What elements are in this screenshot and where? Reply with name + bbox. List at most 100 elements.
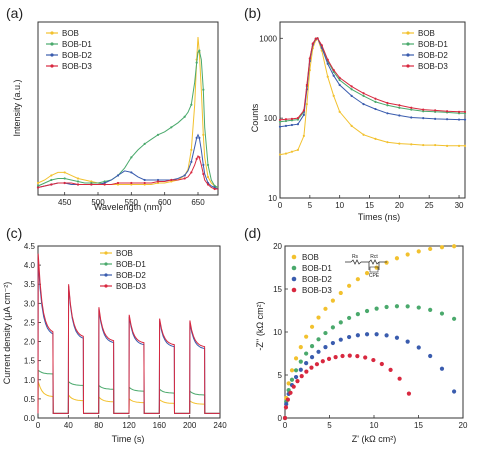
panel-a-data-point	[156, 133, 160, 136]
panel-a-data-point	[198, 156, 201, 159]
panel-d-data-point	[304, 369, 309, 374]
panel-d-data-point	[364, 271, 370, 276]
panel-a-data-point	[195, 61, 198, 64]
panel-d-data-point	[309, 355, 315, 360]
panel-c-legend-marker	[104, 251, 108, 255]
panel-b-data-point	[386, 141, 389, 144]
panel-b-data-point	[350, 94, 353, 97]
panel-d-data-point	[323, 344, 328, 350]
panel-b-ylabel: Counts	[250, 103, 260, 132]
panel-d-inset-label: Rs	[352, 254, 359, 260]
panel-d: (d) Z' (kΩ cm²) -Z'' (kΩ cm²) 0 5 10 15 20 0 5…	[244, 225, 468, 444]
panel-c-x-tick-label: 200	[183, 421, 197, 430]
panel-a-data-point	[50, 174, 53, 177]
panel-d-data-point	[347, 334, 352, 340]
panel-b-data-point	[410, 106, 413, 109]
panel-b-data-point	[326, 58, 329, 61]
panel-a-data-point	[206, 175, 210, 179]
panel-d-x-tick-label: 15	[414, 421, 423, 430]
panel-b-data-point	[457, 118, 461, 121]
panel-c-legend-marker	[104, 284, 108, 288]
panel-b-data-point	[398, 104, 401, 107]
panel-c-y-tick-label: 0.5	[24, 395, 36, 404]
panel-b-data-point	[362, 102, 365, 106]
panel-a-data-point	[76, 180, 80, 183]
panel-a-data-point	[170, 126, 173, 129]
panel-d-data-point	[299, 374, 304, 379]
panel-d-data-point	[289, 377, 295, 382]
panel-b-data-point	[296, 117, 300, 120]
panel-d-data-point	[428, 307, 433, 312]
panel-d-legend-label: BOB	[302, 253, 319, 262]
panel-c-y-tick-label: 3.0	[24, 299, 36, 308]
panel-a-legend-label: BOB-D1	[62, 40, 92, 49]
panel-a-x-tick-label: 500	[91, 198, 105, 207]
panel-b-data-point	[320, 44, 323, 47]
panel-a-ylabel: Intensity (a.u.)	[12, 79, 22, 136]
panel-d-data-point	[282, 415, 288, 421]
panel-d-data-point	[347, 353, 352, 358]
panel-d-data-point	[364, 308, 370, 314]
panel-d-data-point	[283, 405, 289, 410]
panel-d-data-point	[323, 306, 328, 311]
panel-c-x-tick-label: 120	[122, 421, 136, 430]
panel-d-ylabel: -Z'' (kΩ cm²)	[255, 301, 265, 350]
panel-b-data-point	[326, 75, 329, 78]
panel-b-x-tick-label: 10	[335, 201, 344, 210]
panel-d-data-point	[333, 355, 338, 360]
panel-b-legend-marker	[406, 42, 410, 46]
panel-d-data-point	[285, 397, 290, 402]
panel-c-legend-label: BOB-D3	[116, 282, 146, 291]
panel-b-plot-frame	[279, 21, 466, 199]
panel-a-data-point	[213, 187, 216, 191]
panel-b-data-point	[290, 123, 294, 127]
panel-a-data-point	[202, 163, 205, 167]
panel-b-data-point	[278, 125, 282, 128]
panel-d-data-point	[428, 353, 433, 359]
panel-b-data-point	[350, 85, 353, 88]
panel-d-data-point	[374, 265, 379, 270]
panel-b-data-point	[316, 37, 319, 40]
panel-d-data-point	[316, 337, 321, 342]
panel-b-y-tick-label: 100	[264, 114, 278, 123]
panel-b-data-point	[350, 124, 353, 127]
panel-a-data-point	[206, 183, 210, 186]
panel-d-data-point	[379, 361, 384, 367]
panel-a-data-point	[170, 180, 173, 183]
panel-a-data-point	[63, 181, 66, 185]
panel-b-y-tick-label: 10	[268, 194, 277, 203]
panel-a-x-tick-label: 550	[125, 198, 139, 207]
panel-d-data-point	[289, 368, 295, 373]
panel-c-y-tick-label: 3.5	[24, 280, 36, 289]
panel-b-data-point	[374, 97, 377, 100]
panel-b-data-point	[386, 112, 389, 115]
panel-a-data-point	[63, 177, 66, 180]
panel-b-y-tick-label: 1000	[259, 34, 277, 43]
panel-a-legend-label: BOB-D2	[62, 51, 92, 60]
panel-b-data-point	[410, 143, 413, 146]
panel-d-data-point	[323, 330, 328, 336]
panel-b-data-point	[374, 137, 377, 140]
panel-a-data-point	[36, 184, 40, 188]
panel-a-data-point	[90, 183, 93, 186]
panel-c-y-tick-label: 2.0	[24, 338, 36, 347]
panel-b-data-point	[463, 144, 467, 147]
panel-a-x-tick-label: 650	[191, 198, 205, 207]
panel-d-data-point	[405, 252, 410, 257]
panel-d-inset-resistor-rct	[368, 259, 380, 265]
panel-b-data-point	[305, 83, 308, 87]
panel-a-data-point	[143, 178, 146, 182]
panel-d-data-point	[406, 391, 412, 396]
panel-b-data-point	[362, 92, 365, 95]
panel-d-data-point	[394, 256, 400, 261]
panel-a-data-point	[202, 88, 205, 91]
panel-d-data-point	[298, 367, 303, 372]
panel-d-data-point	[416, 305, 421, 310]
panel-d-data-point	[416, 345, 421, 350]
panel-b-data-point	[308, 57, 311, 60]
panel-d-data-point	[284, 401, 289, 407]
panel-b-data-point	[445, 118, 449, 121]
panel-a-data-point	[116, 181, 120, 185]
panel-d-data-point	[326, 356, 332, 361]
